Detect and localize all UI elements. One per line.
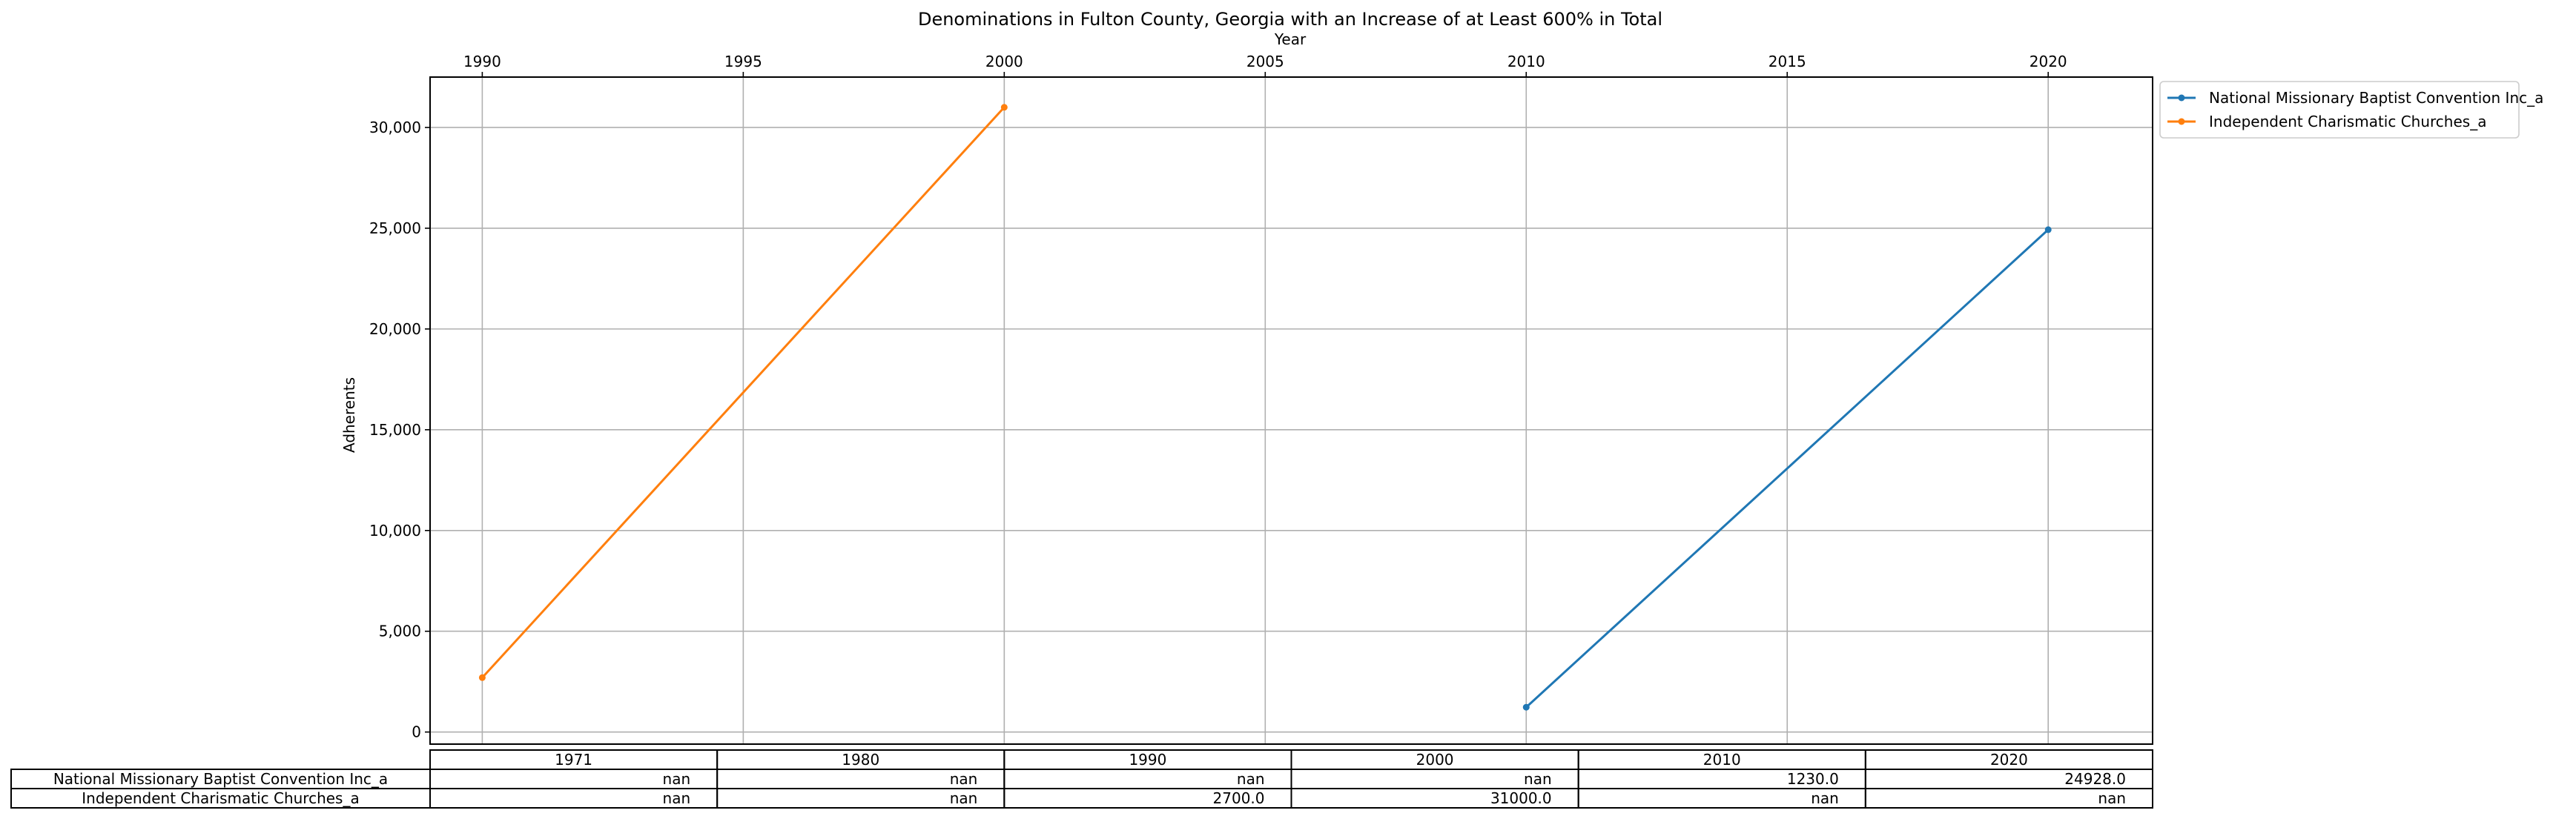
data-point xyxy=(2044,226,2052,233)
legend-box xyxy=(2159,81,2520,139)
x-tick-label: 2010 xyxy=(1507,53,1545,70)
x-tick-label: 2000 xyxy=(985,53,1023,70)
table-column-header: 2020 xyxy=(1990,751,2028,769)
data-point xyxy=(1522,703,1530,711)
legend-swatch-marker xyxy=(2178,94,2185,102)
legend: National Missionary Baptist Convention I… xyxy=(2159,81,2543,139)
y-tick-label: 0 xyxy=(412,723,421,741)
table-cell-value: 2700.0 xyxy=(1213,789,1265,807)
table-cell-value: nan xyxy=(2098,789,2126,807)
table-cell-value: 24928.0 xyxy=(2064,770,2126,788)
table-cell-value: nan xyxy=(663,789,691,807)
table-cell-value: nan xyxy=(1524,770,1552,788)
y-tick-label: 30,000 xyxy=(369,119,421,136)
table-row-label: National Missionary Baptist Convention I… xyxy=(53,770,388,788)
legend-swatch-marker xyxy=(2178,118,2185,125)
table-cell-value: nan xyxy=(663,770,691,788)
legend-label: National Missionary Baptist Convention I… xyxy=(2209,89,2543,107)
x-tick-label: 1995 xyxy=(724,53,762,70)
table-column-header: 2010 xyxy=(1703,751,1741,769)
table-cell-value: 31000.0 xyxy=(1490,789,1552,807)
chart-title: Denominations in Fulton County, Georgia … xyxy=(918,9,1662,30)
x-tick-label: 2015 xyxy=(1768,53,1806,70)
data-point xyxy=(478,674,486,681)
plot-frame xyxy=(429,76,2153,745)
table-column-header: 1990 xyxy=(1129,751,1166,769)
x-axis-label: Year xyxy=(1274,30,1307,48)
y-tick-label: 15,000 xyxy=(369,421,421,439)
table-cell-value: 1230.0 xyxy=(1787,770,1839,788)
table-row-label: Independent Charismatic Churches_a xyxy=(82,789,359,807)
data-point xyxy=(1000,104,1008,111)
table-column-header: 2000 xyxy=(1416,751,1454,769)
series xyxy=(478,104,2052,711)
series-line xyxy=(481,106,1005,679)
ticks: 1990 1995 2000 2005 2010 2015 2020 0 5,000 10,000… xyxy=(369,53,2067,741)
table-cell-value: nan xyxy=(950,789,978,807)
y-axis-label: Adherents xyxy=(340,377,358,453)
table-cell-value: nan xyxy=(950,770,978,788)
y-tick-label: 5,000 xyxy=(379,623,421,640)
table-cell xyxy=(1864,788,2153,809)
table-column-header: 1971 xyxy=(555,751,592,769)
y-tick-label: 10,000 xyxy=(369,522,421,540)
table-cell-value: nan xyxy=(1237,770,1265,788)
table-cell-value: nan xyxy=(1811,789,1839,807)
table-column-header: 1980 xyxy=(842,751,879,769)
series-line xyxy=(1525,228,2050,709)
x-tick-label: 2005 xyxy=(1246,53,1284,70)
y-tick-label: 25,000 xyxy=(369,219,421,237)
legend-label: Independent Charismatic Churches_a xyxy=(2209,113,2486,130)
x-tick-label: 2020 xyxy=(2030,53,2067,70)
grid xyxy=(430,77,2153,744)
y-tick-label: 20,000 xyxy=(369,320,421,338)
x-tick-label: 1990 xyxy=(463,53,501,70)
data-table: 1971 1980 1990 2000 2010 2020 National Mission… xyxy=(10,749,2153,809)
